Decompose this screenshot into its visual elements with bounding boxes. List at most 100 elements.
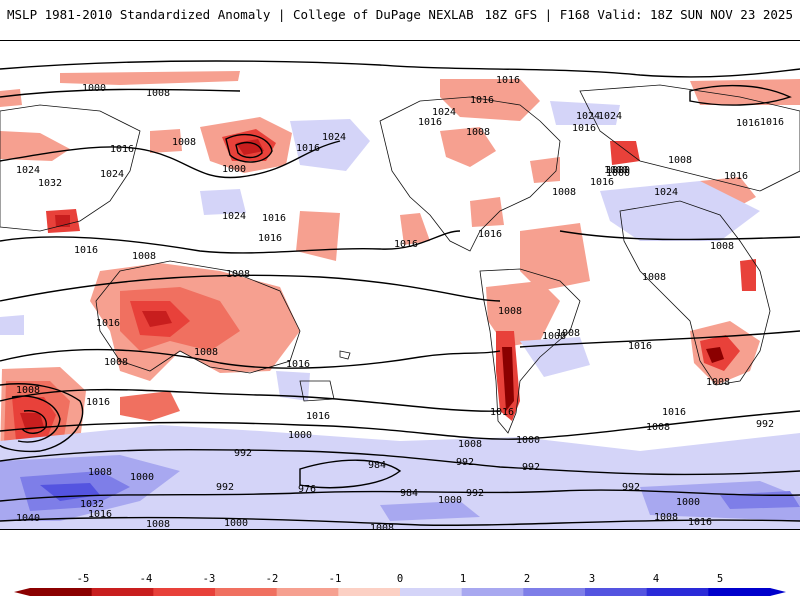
colorbar-tick-label: 4 [653,573,659,585]
contour-label: 1008 [498,306,522,317]
isobar [0,388,501,412]
colorbar-tick-label: 0 [397,573,403,585]
contour-label: 1024 [100,169,124,180]
anomaly-area [290,119,370,171]
anomaly-area [502,347,514,411]
anomaly-area [520,337,590,377]
isobar [689,84,792,106]
contour-label: 992 [522,462,540,473]
contour-label: 1000 [606,168,630,179]
contour-label: 1008 [668,155,692,166]
colorbar-tick-label: 3 [589,573,595,585]
contour-label: 1024 [322,132,346,143]
isobar [0,60,800,78]
colorbar-segment [30,588,93,596]
isobars [0,60,800,526]
contour-label: 984 [400,488,418,499]
anomaly-area [276,371,310,401]
contour-label: 1016 [496,75,520,86]
contour-label: 1008 [172,137,196,148]
colorbar-segment [523,588,586,596]
contour-label: 1016 [662,407,686,418]
colorbar-arrow-right [770,588,786,596]
anomaly-area [0,131,70,161]
anomaly-area [20,413,44,431]
contour-label: 1024 [432,107,456,118]
contour-label: 1008 [552,187,576,198]
contour-label: 1016 [628,341,652,352]
contour-label: 1016 [724,171,748,182]
coastline [479,268,581,434]
contour-label: 1008 [646,422,670,433]
anomaly-area [380,501,480,521]
coastline [339,350,351,360]
contour-label: 1000 [606,165,630,176]
contour-label: 1016 [286,359,310,370]
colorbar-segment [708,588,771,596]
isobar [0,383,84,453]
contour-label: 1008 [88,467,112,478]
contour-label: 1008 [542,331,566,342]
contour-label: 1008 [226,269,250,280]
isobar [21,410,47,434]
contour-label: 1008 [132,251,156,262]
isobar [0,348,501,369]
colorbar-ticks: -5 -4 -3 -2 -1 0 1 2 3 4 5 [77,573,723,585]
contour-label: 992 [234,448,252,459]
colorbar-svg: -5 -4 -3 -2 -1 0 1 2 3 4 5 [14,573,786,596]
contour-label: 1016 [88,509,112,520]
contour-label: 1008 [104,357,128,368]
coastline [379,96,561,252]
contour-label: 1008 [466,127,490,138]
colorbar-tick-label: 5 [717,573,723,585]
coastlines [0,84,800,434]
contour-label: 1000 [82,83,106,94]
colorbar-segment [338,588,401,596]
contour-label: 1008 [194,347,218,358]
map-title: MSLP 1981-2010 Standardized Anomaly | Co… [7,7,474,22]
contour-label: 1016 [470,95,494,106]
contour-label: 1008 [146,88,170,99]
contour-label: 1024 [16,165,40,176]
colorbar-tick-label: -3 [203,573,216,585]
contour-label: 1016 [96,318,120,329]
colorbar-segment [400,588,463,596]
anomaly-area [530,157,560,183]
contour-label: 1008 [654,512,678,523]
contour-label: 992 [466,488,484,499]
contour-label: 1016 [262,213,286,224]
contour-label: 1016 [258,233,282,244]
anomaly-area [0,315,24,335]
colorbar-segment [153,588,216,596]
colorbar-segment [91,588,154,596]
contour-label: 1032 [38,178,62,189]
positive-anomaly-shading [0,101,800,529]
contour-label: 1000 [130,472,154,483]
contour-label: 1016 [590,177,614,188]
model-run-info: 18Z GFS | F168 Valid: 18Z SUN NOV 23 202… [484,7,793,22]
isobar [225,133,273,163]
anomaly-area [0,425,800,529]
anomaly-area [0,89,22,107]
contour-label: 1016 [688,517,712,528]
anomaly-area [400,213,430,245]
anomaly-area [200,189,246,215]
contour-label: 1016 [296,143,320,154]
coastline [619,200,771,386]
map-panel[interactable]: 1000 1008 1016 1024 1016 1008 1000 1032 … [0,40,800,530]
isobar [0,448,800,476]
colorbar-tick-label: -1 [329,573,342,585]
anomaly-area [610,141,640,165]
contour-label: 1016 [760,117,784,128]
isobar [0,410,800,440]
anomaly-area [706,347,724,363]
contour-label: 1008 [710,241,734,252]
contour-label: 1016 [394,239,418,250]
contour-label: 1040 [16,513,40,524]
contour-label: 976 [298,484,316,495]
contour-label: 992 [456,457,474,468]
isobar [0,516,800,526]
contour-label: 1016 [110,144,134,155]
contour-label: 984 [368,460,386,471]
anomaly-area [440,127,496,167]
